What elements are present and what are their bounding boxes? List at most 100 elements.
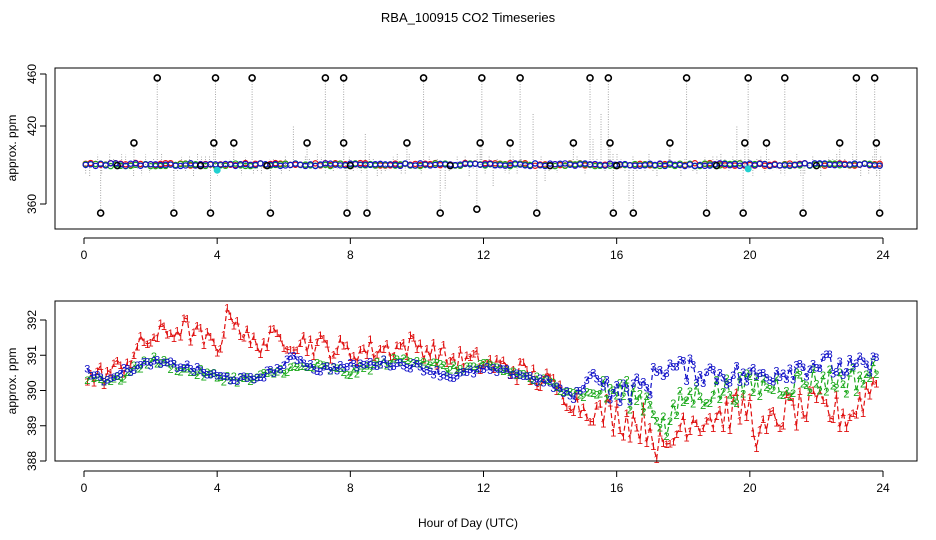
bottom-point-label-2: 2 [191,367,197,379]
bottom-point-label-1: 1 [254,342,260,354]
bottom-point-label-1: 1 [690,414,696,426]
bottom-point-label-1: 1 [121,368,127,380]
bottom-point-label-2: 2 [124,367,130,379]
bottom-point-label-2: 2 [234,377,240,389]
bottom-point-label-3: 3 [231,375,237,387]
bottom-point-label-3: 3 [620,378,626,390]
bottom-point-label-3: 3 [867,368,873,380]
bottom-point-label-2: 2 [847,368,853,380]
top-outlier-point [403,139,411,147]
bottom-point-label-2: 2 [604,393,610,405]
bottom-point-label-3: 3 [777,372,783,384]
bottom-point-label-1: 1 [234,316,240,328]
bottom-point-label-2: 2 [870,357,876,369]
bottom-point-label-3: 3 [351,358,357,370]
bottom-point-label-1: 1 [151,332,157,344]
bottom-series-line-1 [86,305,877,460]
bottom-point-label-2: 2 [201,371,207,383]
bottom-point-label-1: 1 [148,337,154,349]
bottom-point-label-3: 3 [324,361,330,373]
bottom-point-label-1: 1 [703,416,709,428]
bottom-point-label-2: 2 [354,368,360,380]
bottom-y-tick-label: 388 [25,451,39,471]
bottom-series-line-2 [86,354,877,436]
bottom-point-label-2: 2 [660,411,666,423]
bottom-point-label-3: 3 [274,362,280,374]
bottom-point-label-2: 2 [301,361,307,373]
bottom-point-label-1: 1 [780,420,786,432]
bottom-point-label-1: 1 [411,333,417,345]
bottom-point-label-3: 3 [247,372,253,384]
bottom-point-label-3: 3 [108,373,114,385]
bottom-point-label-2: 2 [108,376,114,388]
bottom-point-label-3: 3 [158,359,164,371]
bottom-point-label-2: 2 [437,359,443,371]
bottom-point-label-1: 1 [584,412,590,424]
bottom-point-label-1: 1 [830,414,836,426]
bottom-point-label-2: 2 [151,351,157,363]
bottom-point-label-2: 2 [760,374,766,386]
bottom-point-label-1: 1 [257,349,263,361]
bottom-point-label-2: 2 [284,367,290,379]
bottom-point-label-3: 3 [490,362,496,374]
top-x-tick-label: 20 [743,248,757,262]
bottom-point-label-2: 2 [217,372,223,384]
bottom-point-label-3: 3 [510,369,516,381]
bottom-point-label-1: 1 [124,357,130,369]
bottom-point-label-2: 2 [743,368,749,380]
bottom-point-label-1: 1 [427,352,433,364]
bottom-point-label-3: 3 [467,364,473,376]
bottom-point-label-3: 3 [447,372,453,384]
bottom-point-label-2: 2 [867,373,873,385]
bottom-point-label-2: 2 [404,355,410,367]
bottom-point-label-3: 3 [863,359,869,371]
bottom-point-label-1: 1 [404,351,410,363]
bottom-point-label-2: 2 [184,363,190,375]
bottom-point-label-2: 2 [490,361,496,373]
bottom-point-label-1: 1 [487,354,493,366]
bottom-point-label-1: 1 [477,365,483,377]
bottom-point-label-3: 3 [717,368,723,380]
bottom-point-label-3: 3 [177,362,183,374]
top-baseline-outlier [612,161,621,170]
top-outlier-point [96,209,105,217]
bottom-point-label-3: 3 [251,375,257,387]
bottom-point-label-2: 2 [817,386,823,398]
bottom-point-label-2: 2 [644,391,650,403]
bottom-point-label-3: 3 [757,368,763,380]
bottom-point-label-3: 3 [554,381,560,393]
top-point-series-3 [122,162,129,170]
top-point-series-3 [876,162,883,169]
bottom-point-label-1: 1 [863,381,869,393]
bottom-point-label-2: 2 [114,371,120,383]
bottom-point-label-3: 3 [487,365,493,377]
bottom-point-label-3: 3 [817,363,823,375]
bottom-point-label-2: 2 [803,380,809,392]
bottom-point-label-1: 1 [434,360,440,372]
bottom-point-label-3: 3 [727,378,733,390]
bottom-point-label-1: 1 [534,381,540,393]
bottom-point-label-2: 2 [237,372,243,384]
bottom-point-label-3: 3 [411,358,417,370]
bottom-point-label-1: 1 [737,415,743,427]
bottom-point-label-3: 3 [674,362,680,374]
bottom-point-label-2: 2 [707,398,713,410]
bottom-point-label-1: 1 [647,422,653,434]
bottom-point-label-2: 2 [314,357,320,369]
bottom-point-label-3: 3 [154,355,160,367]
bottom-point-label-3: 3 [520,371,526,383]
bottom-point-label-3: 3 [684,376,690,388]
bottom-point-label-1: 1 [870,376,876,388]
bottom-point-label-1: 1 [334,346,340,358]
bottom-point-label-1: 1 [857,390,863,402]
bottom-point-label-1: 1 [457,344,463,356]
bottom-point-label-1: 1 [537,382,543,394]
bottom-point-label-3: 3 [174,363,180,375]
bottom-point-label-2: 2 [837,367,843,379]
bottom-point-label-1: 1 [547,372,553,384]
bottom-point-label-3: 3 [570,394,576,406]
bottom-point-label-3: 3 [291,350,297,362]
bottom-point-label-1: 1 [174,326,180,338]
bottom-point-label-3: 3 [833,366,839,378]
bottom-series-line-3 [86,353,877,403]
